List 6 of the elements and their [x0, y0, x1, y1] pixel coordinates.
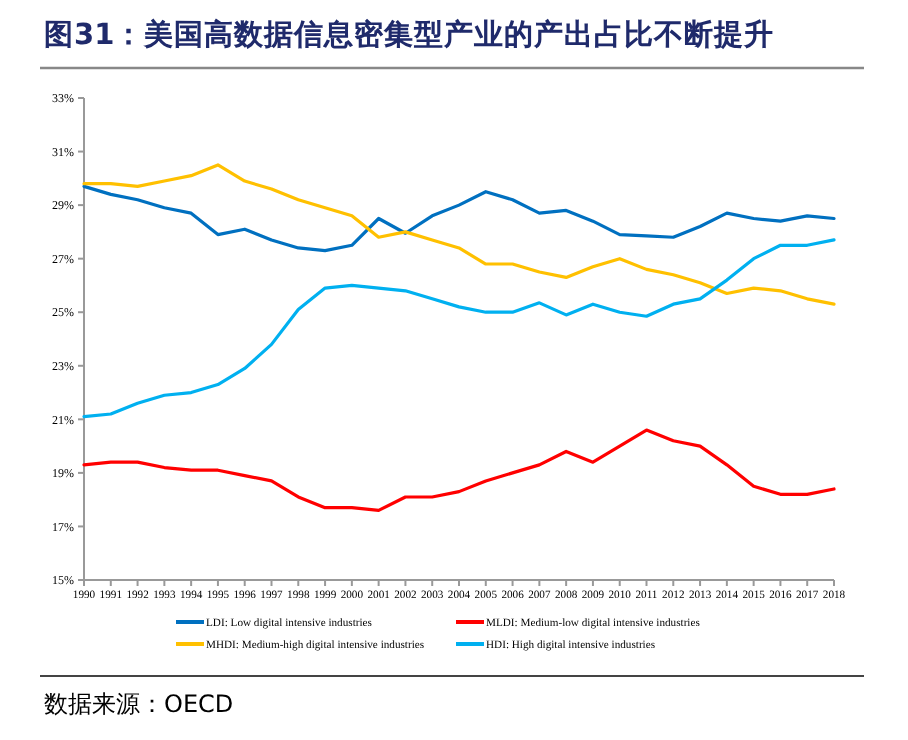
source-note: 数据来源：OECD [44, 690, 234, 718]
line-series [82, 238, 836, 419]
line-series [82, 184, 836, 253]
line-series [82, 163, 836, 306]
line-series [82, 428, 836, 512]
chart-title: 图31：美国高数据信息密集型产业的产出占比不断提升 [44, 16, 775, 52]
